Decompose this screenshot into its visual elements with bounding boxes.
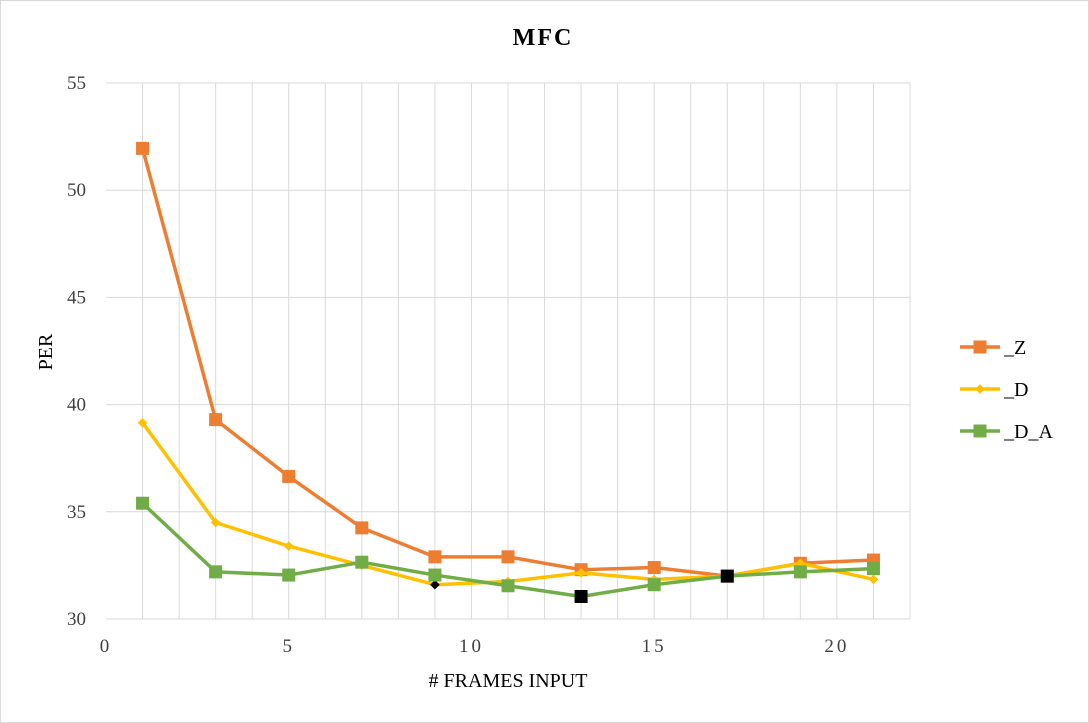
y-tick-label: 55 <box>67 73 86 94</box>
legend: _Z _D _D_A <box>960 337 1053 443</box>
legend-marker <box>975 384 985 394</box>
data-point <box>501 550 515 564</box>
x-tick-label: 10 <box>459 636 484 657</box>
data-point <box>428 568 442 582</box>
data-point <box>137 418 148 428</box>
x-tick-label: 0 <box>100 636 113 657</box>
data-point <box>868 574 879 585</box>
data-point <box>209 565 223 579</box>
data-point <box>136 141 150 155</box>
chart-title: MFC <box>513 25 574 51</box>
data-point <box>136 496 150 510</box>
data-point <box>210 517 221 528</box>
y-tick-label: 30 <box>67 609 86 630</box>
legend-label: _D_A <box>1003 421 1053 443</box>
data-point <box>355 555 369 569</box>
x-axis-ticks: 0 5 10 15 20 <box>100 636 849 657</box>
data-point <box>576 568 586 578</box>
data-point <box>720 569 734 583</box>
y-tick-label: 40 <box>67 395 86 416</box>
legend-item: _D_A <box>960 421 1053 443</box>
y-tick-label: 45 <box>67 287 86 308</box>
data-point <box>793 565 807 579</box>
legend-item: _Z <box>960 337 1026 359</box>
series-group <box>136 141 880 603</box>
x-axis-label: # FRAMES INPUT <box>429 670 588 692</box>
y-axis-ticks: 30 35 40 45 50 55 <box>67 73 86 630</box>
y-tick-label: 35 <box>67 502 86 523</box>
x-tick-label: 20 <box>824 636 849 657</box>
data-point <box>866 562 880 576</box>
data-point <box>283 541 294 551</box>
series-da <box>136 496 880 603</box>
y-axis-label: PER <box>35 333 57 370</box>
data-point <box>209 413 223 427</box>
legend-marker <box>973 424 987 438</box>
data-point <box>282 568 296 582</box>
x-tick-label: 15 <box>642 636 667 657</box>
data-point <box>647 561 661 575</box>
data-point <box>282 469 296 483</box>
y-tick-label: 50 <box>67 180 86 201</box>
legend-label: _D <box>1003 379 1028 401</box>
gridlines <box>106 82 911 620</box>
x-tick-label: 5 <box>282 636 295 657</box>
legend-label: _Z <box>1003 337 1026 359</box>
legend-item: _D <box>960 379 1028 401</box>
data-point <box>430 579 440 590</box>
data-point <box>428 550 442 564</box>
data-point <box>501 579 515 593</box>
legend-marker <box>973 340 987 354</box>
data-point <box>574 589 588 603</box>
data-point <box>647 578 661 592</box>
data-point <box>795 558 806 569</box>
data-point <box>355 521 369 535</box>
